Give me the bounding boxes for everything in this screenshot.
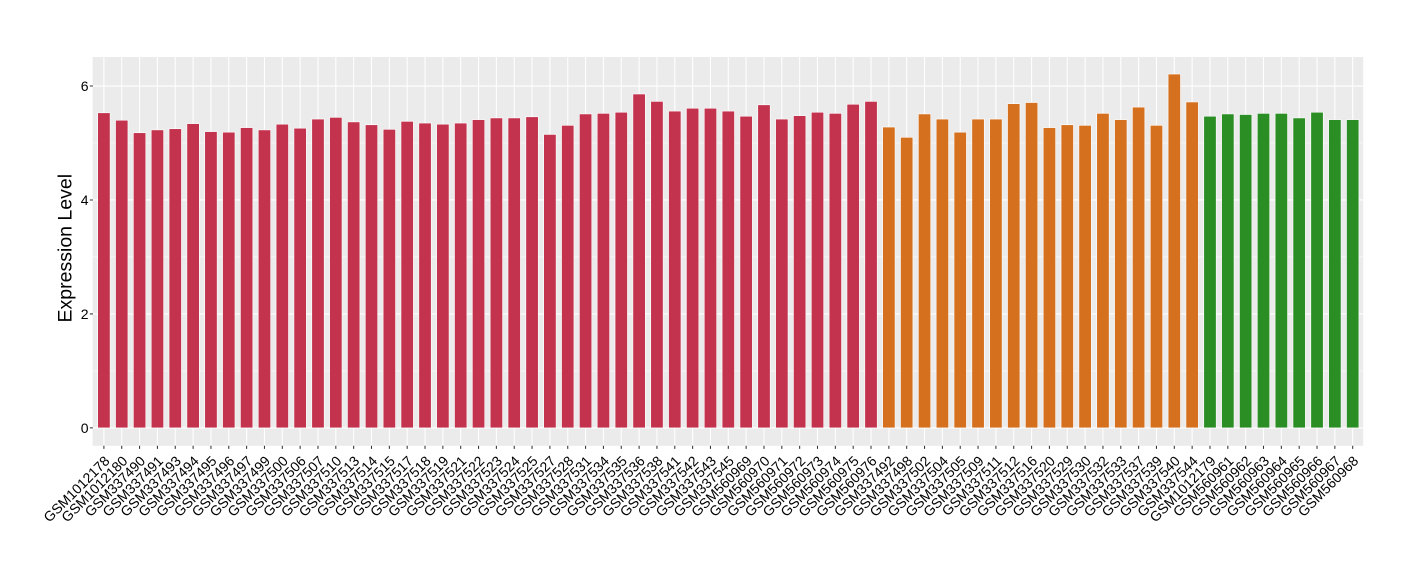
svg-text:Expression Level: Expression Level (54, 174, 76, 323)
svg-text:0: 0 (81, 420, 89, 436)
svg-text:4: 4 (81, 192, 89, 208)
svg-text:2: 2 (81, 306, 89, 322)
svg-text:6: 6 (81, 78, 89, 94)
